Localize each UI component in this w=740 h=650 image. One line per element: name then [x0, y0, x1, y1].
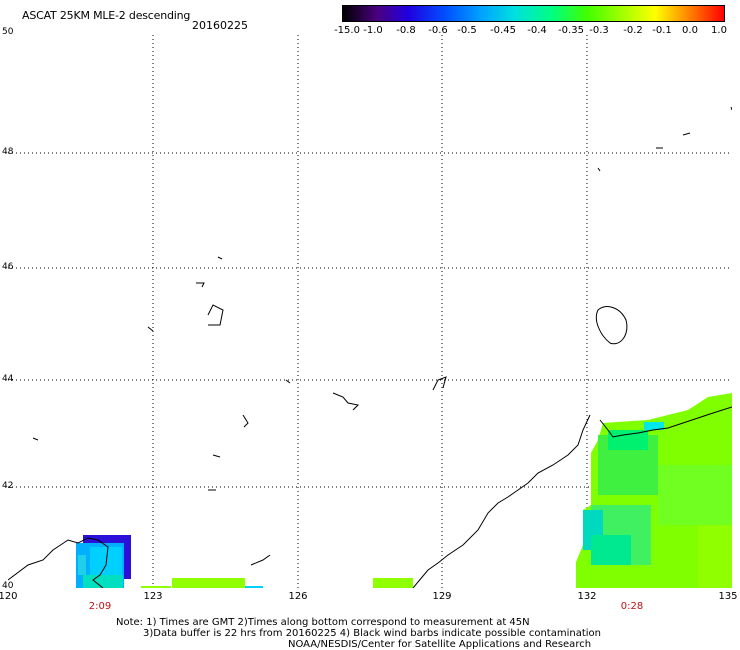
- lon-label: 120: [0, 591, 18, 602]
- lon-label: 132: [577, 591, 597, 602]
- map-canvas: [8, 35, 732, 588]
- lat-label: 46: [2, 262, 14, 272]
- pass-time-label: 0:28: [620, 601, 644, 612]
- colorbar-label: -0.45: [490, 25, 516, 36]
- lat-label: 42: [2, 481, 14, 491]
- lon-label: 135: [718, 591, 738, 602]
- pass-time-label: 2:09: [88, 601, 112, 612]
- colorbar: [342, 5, 725, 22]
- swath-right: [576, 393, 732, 588]
- lat-label: 48: [2, 147, 14, 157]
- colorbar-label: 1.0: [711, 25, 727, 36]
- footer-note-2: 3)Data buffer is 22 hrs from 20160225 4)…: [143, 628, 601, 639]
- footer-credit: NOAA/NESDIS/Center for Satellite Applica…: [288, 639, 592, 650]
- colorbar-label: -15.0: [334, 25, 360, 36]
- colorbar-label: -0.5: [457, 25, 477, 36]
- product-date: 20160225: [192, 19, 248, 32]
- colorbar-label: -0.3: [589, 25, 609, 36]
- colorbar-label: -0.1: [652, 25, 672, 36]
- lon-label: 129: [432, 591, 452, 602]
- colorbar-label: -0.8: [396, 25, 416, 36]
- colorbar-label: 0.0: [682, 25, 698, 36]
- footer-note-1: Note: 1) Times are GMT 2)Times along bot…: [116, 617, 530, 628]
- swath-bottom: [141, 578, 413, 588]
- colorbar-label: -0.35: [558, 25, 584, 36]
- product-title: ASCAT 25KM MLE-2 descending: [22, 9, 191, 22]
- colorbar-label: -1.0: [363, 25, 383, 36]
- lat-label: 50: [2, 27, 14, 37]
- colorbar-label: -0.6: [428, 25, 448, 36]
- graticule: [8, 35, 732, 588]
- lon-label: 126: [288, 591, 308, 602]
- coastlines: [8, 106, 732, 588]
- swath-left: [76, 535, 131, 588]
- lon-label: 123: [143, 591, 163, 602]
- lat-label: 40: [2, 581, 14, 591]
- colorbar-label: -0.4: [527, 25, 547, 36]
- colorbar-label: -0.2: [623, 25, 643, 36]
- lat-label: 44: [2, 374, 14, 384]
